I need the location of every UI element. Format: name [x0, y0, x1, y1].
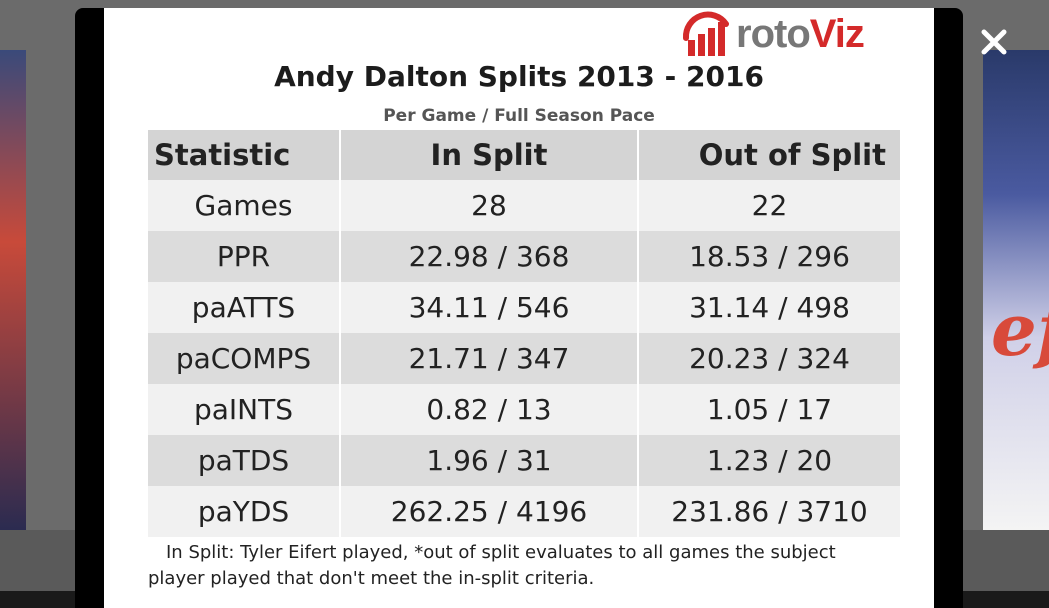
in-split-value: 34.11 / 546: [340, 282, 639, 333]
close-icon[interactable]: [979, 27, 1009, 57]
header-statistic: Statistic: [148, 130, 341, 180]
background-right-image: [983, 50, 1049, 530]
in-split-value: 21.71 / 347: [340, 333, 639, 384]
row-label: paATTS: [148, 282, 341, 333]
in-split-value: 0.82 / 13: [340, 384, 639, 435]
row-label: paCOMPS: [148, 333, 341, 384]
row-label: paINTS: [148, 384, 341, 435]
out-of-split-value: 1.05 / 17: [638, 384, 900, 435]
table-row: paYDS 262.25 / 4196 231.86 / 3710: [148, 486, 900, 537]
out-of-split-value: 1.23 / 20: [638, 435, 900, 486]
table-row: paTDS 1.96 / 31 1.23 / 20: [148, 435, 900, 486]
close-button[interactable]: [972, 20, 1016, 64]
out-of-split-value: 20.23 / 324: [638, 333, 900, 384]
out-of-split-value: 18.53 / 296: [638, 231, 900, 282]
table-footnote: In Split: Tyler Eifert played, *out of s…: [148, 542, 836, 589]
out-of-split-value: 22: [638, 180, 900, 231]
in-split-value: 262.25 / 4196: [340, 486, 639, 537]
row-label: Games: [148, 180, 341, 231]
table-row: Games 28 22: [148, 180, 900, 231]
row-label: paYDS: [148, 486, 341, 537]
background-left-image: [0, 50, 26, 530]
in-split-value: 28: [340, 180, 639, 231]
table-header-row: Statistic In Split Out of Split: [148, 130, 900, 180]
table-row: PPR 22.98 / 368 18.53 / 296: [148, 231, 900, 282]
row-label: PPR: [148, 231, 341, 282]
out-of-split-value: 31.14 / 498: [638, 282, 900, 333]
in-split-value: 1.96 / 31: [340, 435, 639, 486]
chart-title: Andy Dalton Splits 2013 - 2016: [274, 60, 764, 93]
splits-table: Statistic In Split Out of Split Games 28…: [148, 130, 900, 537]
out-of-split-value: 231.86 / 3710: [638, 486, 900, 537]
table-row: paINTS 0.82 / 13 1.05 / 17: [148, 384, 900, 435]
header-out-of-split: Out of Split: [638, 130, 900, 180]
chart-subtitle: Per Game / Full Season Pace: [383, 106, 655, 126]
header-in-split: In Split: [340, 130, 639, 180]
logo-wordmark: rotoViz: [736, 11, 865, 56]
table-row: paCOMPS 21.71 / 347 20.23 / 324: [148, 333, 900, 384]
row-label: paTDS: [148, 435, 341, 486]
bar-chart-logo-icon: [682, 11, 729, 56]
in-split-value: 22.98 / 368: [340, 231, 639, 282]
background-right-graphic: ef: [991, 287, 1049, 372]
rotoviz-logo: rotoViz: [680, 8, 865, 60]
table-row: paATTS 34.11 / 546 31.14 / 498: [148, 282, 900, 333]
